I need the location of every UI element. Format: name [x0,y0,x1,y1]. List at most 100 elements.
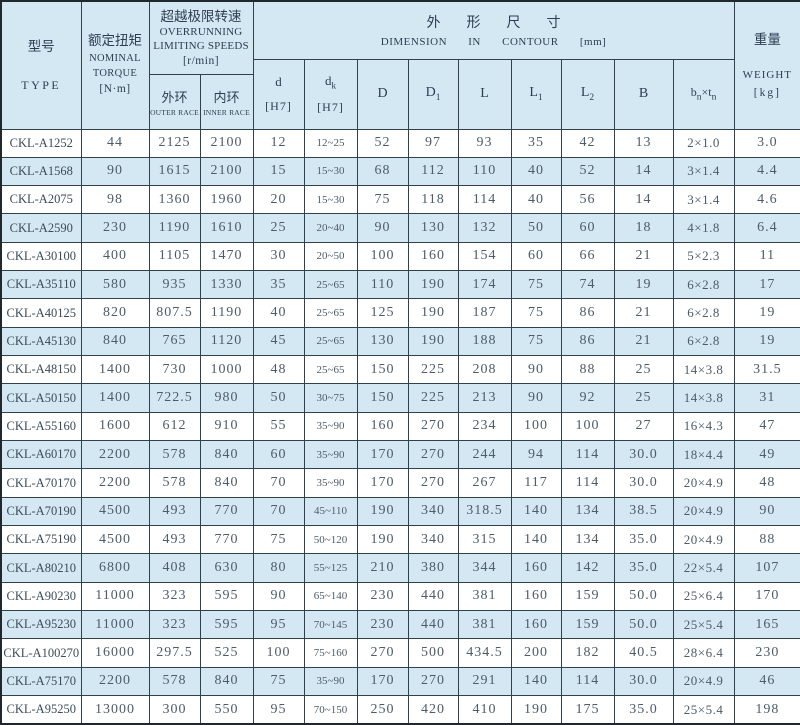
cell-d: 45 [252,326,305,357]
cell-L2: 60 [560,213,615,243]
cell-inner: 840 [199,666,254,697]
cell-torque: 4500 [80,496,150,527]
cell-type: CKL-A70190 [0,496,82,527]
cell-torque: 1400 [80,383,150,413]
cell-bn_tn: 18×4.4 [672,440,735,470]
cell-weight: 19 [733,326,800,357]
cell-bn_tn: 3×1.4 [672,185,735,215]
cell-weight: 46 [733,666,800,697]
type-header-cn: 型号 [27,38,55,54]
cell-L: 410 [457,695,512,725]
cell-L1: 140 [510,496,562,527]
cell-dk: 70~145 [303,610,358,640]
cell-d: 95 [252,695,305,725]
cell-type: CKL-A90230 [0,581,82,612]
torque-header-en1: NOMINAL [89,52,141,64]
col-header-L1: L1 [510,58,562,130]
cell-dk: 50~120 [303,525,358,555]
cell-dk: 35~90 [303,440,358,470]
cell-bn_tn: 6×2.8 [672,298,735,328]
cell-d: 48 [252,355,305,385]
cell-D1: 270 [407,440,459,470]
torque-header-en2: TORQUE [92,67,138,79]
cell-L2: 175 [560,695,615,725]
cell-inner: 525 [199,638,254,668]
cell-weight: 11 [733,241,800,272]
cell-inner: 840 [199,440,254,470]
cell-L2: 114 [560,666,615,697]
cell-D1: 190 [407,326,459,357]
cell-D1: 118 [407,185,459,215]
cell-weight: 90 [733,496,800,527]
cell-L2: 52 [560,156,615,187]
cell-torque: 2200 [80,468,150,498]
cell-d: 30 [252,241,305,272]
cell-outer: 730 [148,355,201,385]
table-row: CKL-A40125 820 807.5 1190 40 25~65 125 190 187 75… [0,298,800,328]
cell-B: 21 [613,298,674,328]
cell-inner: 1190 [199,298,254,328]
speeds-header-en1: OVERRUNNING [159,25,243,38]
cell-L1: 60 [510,241,562,272]
cell-B: 25 [613,355,674,385]
cell-inner: 550 [199,695,254,725]
cell-type: CKL-A55160 [0,411,82,442]
cell-type: CKL-A40125 [0,298,82,328]
cell-weight: 88 [733,525,800,555]
cell-bn_tn: 14×3.8 [672,355,735,385]
speeds-header-cn: 超越极限转速 [160,8,242,24]
cell-D1: 190 [407,298,459,328]
cell-weight: 230 [733,638,800,668]
cell-torque: 6800 [80,553,150,583]
cell-d: 12 [252,128,305,158]
cell-type: CKL-A75190 [0,525,82,555]
cell-L: 188 [457,326,512,357]
cell-type: CKL-A2075 [0,185,82,215]
cell-bn_tn: 25×6.4 [672,581,735,612]
cell-torque: 11000 [80,581,150,612]
col-header-d: d [H7] [252,58,305,130]
cell-outer: 493 [148,496,201,527]
cell-torque: 4500 [80,525,150,555]
col-header-bntn: bn×tn [672,58,735,130]
cell-outer: 1105 [148,241,201,272]
cell-L1: 40 [510,156,562,187]
cell-outer: 765 [148,326,201,357]
cell-L1: 140 [510,666,562,697]
cell-D: 125 [356,298,409,328]
cell-inner: 2100 [199,156,254,187]
cell-dk: 65~140 [303,581,358,612]
cell-d: 40 [252,298,305,328]
cell-bn_tn: 25×5.4 [672,610,735,640]
cell-d: 75 [252,666,305,697]
cell-torque: 2200 [80,440,150,470]
col-header-D: D [356,58,409,130]
group-header-dimension: 外形尺寸 DIMENSION IN CONTOUR [mm] [252,0,735,60]
cell-inner: 1120 [199,326,254,357]
cell-D: 270 [356,638,409,668]
cell-torque: 2200 [80,666,150,697]
cell-L2: 100 [560,411,615,442]
cell-D: 170 [356,440,409,470]
cell-dk: 45~110 [303,496,358,527]
cell-D1: 97 [407,128,459,158]
cell-dk: 70~150 [303,695,358,725]
cell-bn_tn: 14×3.8 [672,383,735,413]
cell-D: 170 [356,468,409,498]
cell-inner: 980 [199,383,254,413]
cell-inner: 595 [199,610,254,640]
cell-d: 20 [252,185,305,215]
table-row: CKL-A2590 230 1190 1610 25 20~40 90 130 132 50 60 1… [0,213,800,243]
cell-bn_tn: 5×2.3 [672,241,735,272]
cell-D: 150 [356,355,409,385]
dimension-header-cn: 外形尺寸 [426,16,587,32]
cell-bn_tn: 22×5.4 [672,553,735,583]
cell-L1: 75 [510,326,562,357]
speeds-header-en2: LIMITING SPEEDS [153,40,249,53]
cell-inner: 1000 [199,355,254,385]
cell-L: 318.5 [457,496,512,527]
table-row: CKL-A48150 1400 730 1000 48 25~65 150 225 208 90 8… [0,355,800,385]
cell-weight: 6.4 [733,213,800,243]
table-row: CKL-A55160 1600 612 910 55 35~90 160 270 234 100 1… [0,411,800,442]
cell-L1: 75 [510,270,562,300]
